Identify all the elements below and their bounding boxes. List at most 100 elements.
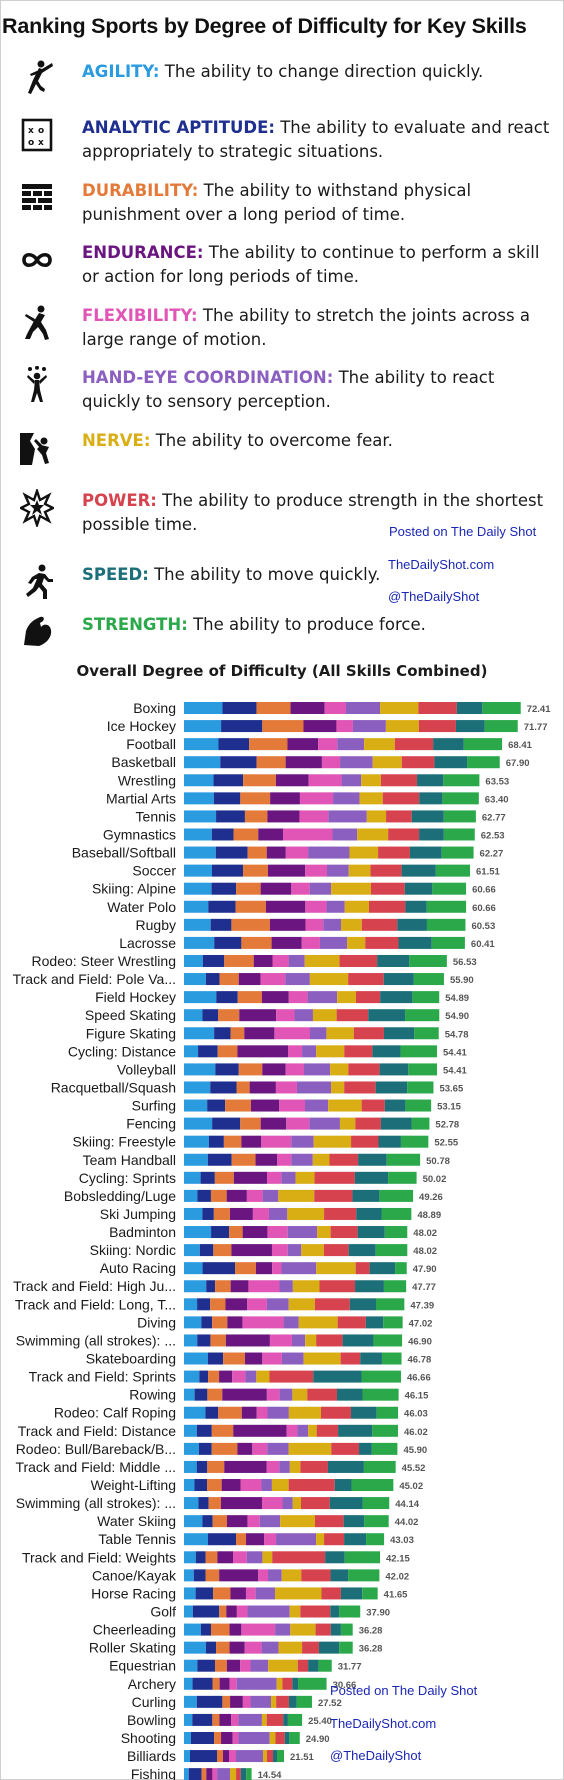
bar-segment (184, 954, 203, 967)
bar-segment (323, 918, 342, 931)
bar-segment (249, 1081, 276, 1094)
bar-segment (336, 1009, 369, 1022)
bar-segment (240, 1117, 261, 1130)
bar-segment (327, 1460, 364, 1473)
bar-segment (276, 1009, 295, 1022)
bar-segment (286, 1424, 298, 1437)
bar-segment (408, 1063, 438, 1076)
bar-segment (278, 1641, 303, 1654)
category-label: Skiing: Nordic (90, 1242, 176, 1258)
bar-segment (362, 1497, 390, 1510)
total-value-label: 47.77 (412, 1282, 436, 1293)
bar-segment (386, 1153, 421, 1166)
total-value-label: 47.90 (413, 1264, 437, 1275)
bar-segment (272, 954, 289, 967)
bar-segment (417, 774, 444, 787)
category-label: Swimming (all strokes): ... (16, 1332, 176, 1348)
bar-segment (184, 1768, 189, 1780)
bar-segment (319, 936, 348, 949)
bar-segment (246, 1551, 263, 1564)
bar-segment (373, 1334, 403, 1347)
bar-segment (272, 1262, 282, 1275)
bar-segment (184, 882, 212, 895)
bar-segment (369, 900, 406, 913)
category-label: Bobsledding/Luge (64, 1188, 176, 1204)
bar-segment (303, 1352, 341, 1365)
bar-segment (266, 1388, 280, 1401)
bar-segment (210, 1189, 227, 1202)
skill-name: ANALYTIC APTITUDE: (82, 118, 275, 137)
bar-segment (455, 720, 485, 733)
bar-segment (275, 1731, 285, 1744)
bar-segment (288, 954, 305, 967)
bar-segment (229, 1641, 245, 1654)
bar-segment (443, 810, 476, 823)
bar-segment (192, 1677, 213, 1690)
category-label: Rugby (136, 917, 176, 933)
bar-segment (290, 702, 325, 714)
bar-segment (328, 810, 367, 823)
category-label: Racquetball/Squash (51, 1079, 176, 1095)
bar-segment (262, 1551, 273, 1564)
total-value-label: 24.90 (306, 1734, 330, 1745)
bar-segment (267, 1442, 289, 1455)
bar-segment (268, 1569, 282, 1582)
bar-segment (275, 1587, 322, 1600)
total-value-label: 52.78 (435, 1120, 459, 1131)
bar-segment (358, 1153, 387, 1166)
bar-segment (184, 991, 217, 1004)
category-label: Rodeo: Steer Wrestling (32, 953, 176, 969)
bar-segment (205, 1406, 219, 1419)
bar-segment (210, 1623, 230, 1636)
bar-segment (442, 792, 479, 805)
bar-segment (376, 1298, 405, 1311)
bar-segment (237, 991, 262, 1004)
category-label: Shooting (121, 1730, 176, 1746)
bar-segment (199, 1244, 214, 1257)
bar-segment (482, 702, 521, 714)
bar-segment (276, 1695, 289, 1708)
bar-segment (281, 1569, 302, 1582)
bar-segment (434, 756, 468, 769)
bar-segment (184, 1569, 194, 1582)
bar-segment (261, 1479, 272, 1492)
total-value-label: 46.15 (405, 1391, 429, 1402)
flexed-arm-icon (24, 616, 52, 646)
bar-segment (262, 1063, 286, 1076)
page-title: Ranking Sports by Degree of Difficulty f… (2, 14, 527, 38)
bar-segment (321, 756, 341, 769)
bar-segment (207, 1352, 224, 1365)
bar-segment (240, 1768, 247, 1780)
bar-segment (266, 1460, 280, 1473)
bar-segment (220, 756, 257, 769)
total-value-label: 71.77 (524, 722, 548, 733)
bar-segment (197, 1659, 216, 1672)
category-label: Swimming (all strokes): ... (16, 1495, 176, 1511)
bar-segment (332, 828, 358, 841)
bar-segment (271, 1695, 277, 1708)
skill-description: POWER: The ability to produce strength i… (82, 489, 552, 537)
bar-segment (226, 1605, 237, 1618)
bar-segment (409, 846, 442, 859)
bar-segment (184, 1189, 198, 1202)
bar-segment (401, 756, 435, 769)
bar-segment (184, 1370, 200, 1383)
bar-segment (241, 1623, 276, 1636)
category-label: Canoe/Kayak (92, 1567, 177, 1583)
bar-segment (227, 1316, 243, 1329)
bar-segment (349, 1298, 376, 1311)
category-label: Football (126, 736, 176, 752)
category-label: Ski Jumping (100, 1206, 176, 1222)
bar-segment (250, 1659, 269, 1672)
bar-segment (236, 1768, 241, 1780)
bar-segment (256, 702, 291, 714)
bar-segment (418, 702, 457, 714)
bar-segment (184, 1244, 200, 1257)
bar-segment (240, 1479, 262, 1492)
bar-segment (395, 1262, 407, 1275)
category-label: Rowing (129, 1387, 176, 1403)
bar-segment (365, 1316, 384, 1329)
category-label: Figure Skating (86, 1025, 176, 1041)
bar-segment (318, 738, 338, 751)
bar-segment (351, 1135, 379, 1148)
